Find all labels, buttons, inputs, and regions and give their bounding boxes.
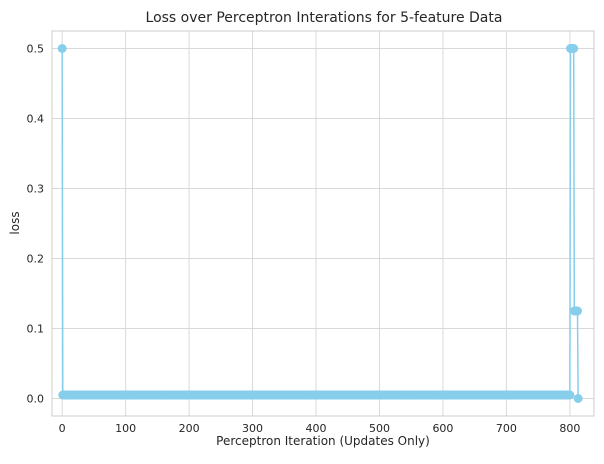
y-tick-label: 0.1 [27, 323, 45, 336]
x-tick-label: 100 [115, 422, 136, 435]
data-point [573, 394, 583, 403]
x-tick-label: 300 [242, 422, 263, 435]
x-tick-label: 800 [559, 422, 580, 435]
x-tick-label: 400 [306, 422, 327, 435]
y-tick-label: 0.2 [27, 253, 45, 266]
y-tick-label: 0.5 [27, 43, 45, 56]
data-point [569, 44, 579, 53]
x-tick-label: 200 [179, 422, 200, 435]
series-line [61, 47, 579, 399]
y-tick-label: 0.3 [27, 183, 45, 196]
x-axis-ticks: 0 100 200 300 400 500 600 700 800 [59, 422, 581, 435]
data-point [57, 44, 67, 53]
plot-area-frame [51, 30, 595, 417]
chart-title: Loss over Perceptron Interations for 5-f… [146, 10, 503, 26]
x-tick-label: 500 [369, 422, 390, 435]
y-axis-label: loss [8, 211, 22, 234]
x-axis-label: Perceptron Iteration (Updates Only) [216, 434, 430, 448]
data-point [573, 306, 582, 316]
x-tick-label: 0 [59, 422, 66, 435]
x-tick-label: 600 [432, 422, 453, 435]
y-tick-label: 0.4 [27, 113, 45, 126]
y-tick-label: 0.0 [27, 393, 45, 406]
grid [52, 31, 594, 416]
x-tick-label: 700 [496, 422, 517, 435]
series-layer [57, 44, 583, 403]
data-point [565, 390, 575, 400]
y-axis-ticks: 0.0 0.1 0.2 0.3 0.4 0.5 [27, 43, 45, 406]
